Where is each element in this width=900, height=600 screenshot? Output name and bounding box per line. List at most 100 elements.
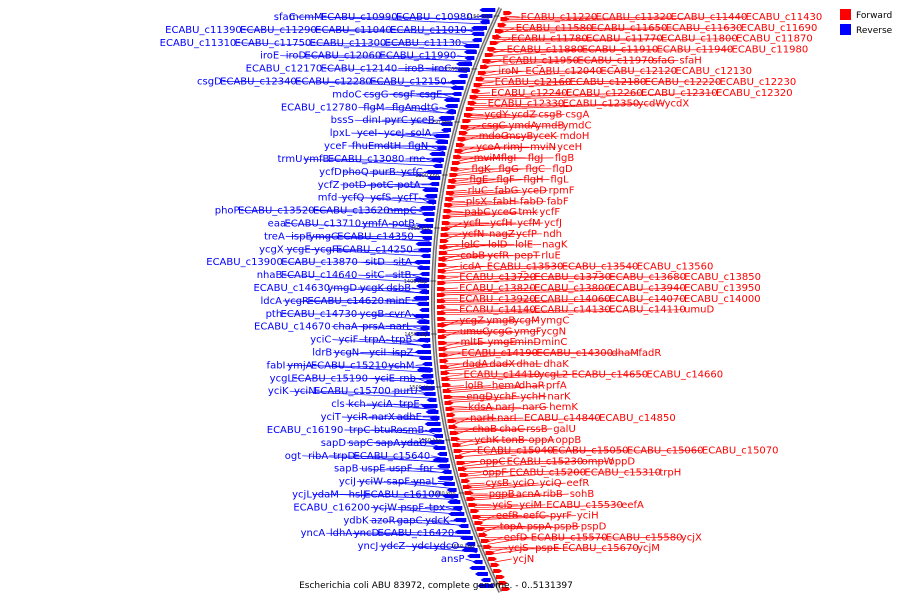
reverse-gene-feature — [417, 248, 431, 252]
reverse-gene-feature — [416, 320, 430, 324]
reverse-connector — [331, 325, 428, 328]
forward-connector — [460, 135, 559, 140]
forward-connector — [475, 81, 644, 89]
gene-label-reverse: ycgE — [287, 244, 311, 255]
reverse-connector — [374, 442, 444, 448]
gene-label-forward: mdoH — [560, 131, 590, 142]
gene-label-forward: ECABU_c12330 — [488, 99, 565, 110]
reverse-connector — [333, 352, 430, 357]
gene-label-forward: nagZ — [489, 229, 515, 240]
gene-label-reverse: sapB — [334, 464, 359, 475]
forward-gene-feature — [458, 467, 467, 471]
forward-gene-feature — [462, 119, 472, 123]
gene-label-forward: ycgZ — [459, 316, 484, 327]
forward-connector — [449, 406, 495, 409]
reverse-connector — [315, 210, 433, 215]
forward-connector — [441, 330, 486, 332]
gene-label-reverse: solA — [410, 128, 431, 139]
forward-connector — [473, 504, 519, 507]
reverse-gene-feature — [435, 140, 448, 144]
forward-gene-feature — [440, 371, 450, 375]
gene-label-forward: ECABU_c15040 — [477, 446, 554, 457]
forward-connector — [474, 504, 621, 511]
gene-label-forward: ECABU_c13680 — [609, 272, 686, 283]
forward-connector — [493, 38, 736, 43]
reverse-connector — [326, 532, 471, 537]
gene-label-forward: rimJ — [503, 142, 523, 153]
forward-connector — [450, 179, 523, 186]
gene-label-forward: ECABU_c14000 — [684, 294, 761, 305]
forward-connector — [502, 16, 670, 21]
gene-label-reverse: cvrA — [389, 309, 412, 320]
gene-label-reverse: ldhA — [330, 528, 352, 539]
gene-label-forward: yceA — [476, 142, 501, 153]
forward-gene-feature — [482, 59, 492, 63]
gene-label-forward: ECABU_c11690 — [741, 23, 818, 34]
gene-label-reverse: rne — [409, 154, 425, 165]
forward-connector — [501, 16, 745, 23]
reverse-connector — [358, 287, 428, 290]
forward-gene-feature — [443, 395, 453, 399]
reverse-gene-feature — [416, 284, 430, 288]
gene-label-forward: pepT — [514, 251, 540, 262]
gene-label-reverse: ycgN — [334, 348, 359, 359]
forward-connector — [464, 471, 509, 477]
forward-connector — [466, 482, 485, 485]
forward-connector — [440, 298, 684, 306]
gene-label-forward: ECABU_c12320 — [716, 88, 793, 99]
gene-label-reverse: yncA — [301, 528, 326, 539]
gene-label-reverse: iroC — [432, 64, 452, 75]
gene-label-reverse: ECABU_c14670 — [254, 322, 331, 333]
forward-connector — [441, 320, 513, 323]
reverse-connector — [398, 67, 469, 69]
forward-gene-feature — [483, 545, 493, 549]
gene-label-reverse: bssS — [331, 115, 354, 126]
gene-label-reverse: ymfA — [362, 219, 388, 230]
forward-connector — [465, 114, 565, 120]
gene-label-reverse: ECABU_c15190 — [291, 373, 368, 384]
gene-label-forward: ycjM — [637, 543, 660, 554]
forward-connector — [485, 60, 679, 62]
forward-connector — [472, 92, 641, 99]
reverse-connector — [316, 390, 434, 395]
forward-connector — [444, 232, 489, 235]
forward-gene-feature — [476, 527, 486, 531]
forward-connector — [449, 190, 494, 194]
forward-connector — [504, 15, 520, 18]
gene-label-forward: ymgC — [540, 316, 569, 327]
reverse-gene-feature — [418, 386, 435, 390]
gene-label-forward: ECABU_c15580 — [606, 532, 683, 543]
gene-label-forward: ycdW — [638, 99, 666, 110]
reverse-gene-feature — [429, 416, 440, 420]
gene-label-forward: lolB — [465, 381, 484, 392]
forward-connector — [449, 190, 467, 192]
forward-gene-feature — [474, 521, 484, 525]
reverse-gene-feature — [422, 392, 436, 396]
gene-label-reverse: minE — [386, 296, 411, 307]
gene-label-reverse: ycjW — [373, 502, 397, 513]
gene-label-forward: ECABU_c15050 — [552, 446, 629, 457]
forward-gene-feature — [449, 173, 459, 177]
reverse-connector — [280, 55, 472, 62]
forward-connector — [453, 427, 499, 430]
forward-connector — [445, 374, 571, 382]
reverse-gene-feature — [433, 134, 450, 138]
forward-gene-feature — [443, 209, 453, 213]
forward-gene-feature — [452, 443, 462, 447]
forward-gene-feature — [480, 539, 490, 543]
gene-label-reverse: yncD — [354, 528, 380, 539]
gene-label-forward: ECABU_c13820 — [459, 283, 536, 294]
reverse-gene-feature — [456, 68, 470, 72]
gene-label-forward: pspB — [554, 522, 579, 533]
forward-gene-feature — [437, 305, 446, 309]
gene-label-forward: ECABU_c15670 — [562, 543, 639, 554]
gene-label-forward: ECABU_c11320 — [596, 12, 673, 23]
gene-label-reverse: ynaL — [413, 477, 437, 488]
forward-connector — [470, 493, 515, 497]
gene-label-forward: fabH — [493, 196, 517, 207]
reverse-gene-feature — [433, 434, 443, 438]
scale-tick-label: 1350 kbp — [407, 226, 431, 232]
reverse-gene-feature — [437, 476, 454, 480]
gene-label-forward: yciH — [577, 511, 599, 522]
gene-label-forward: ECABU_c11800 — [661, 34, 738, 45]
